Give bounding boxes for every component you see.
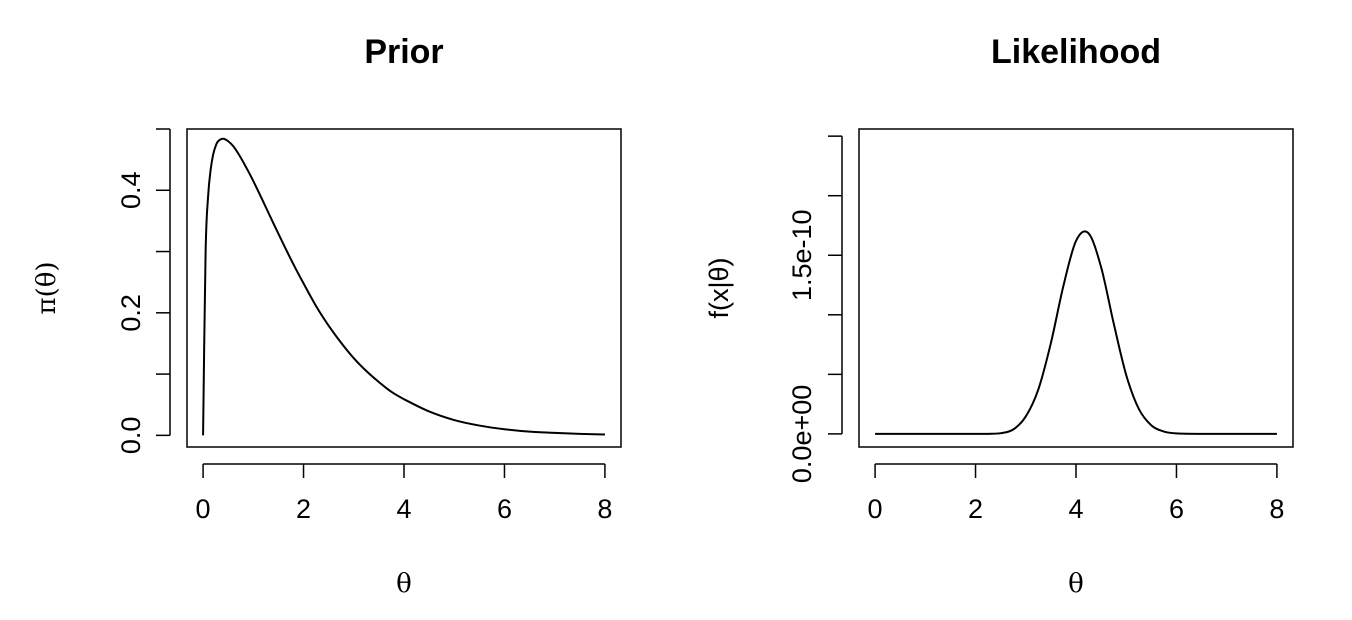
series-line (875, 230, 1277, 435)
x-axis-label: θ (1068, 569, 1084, 599)
x-tick-label: 0 (868, 494, 883, 524)
y-axis-label: π(θ) (32, 261, 62, 314)
likelihood-panel: Likelihood 0 2 4 6 8 0.0e+00 1.5e-10 θ f(x|θ) (704, 33, 1294, 599)
y-tick-label: 0.0 (116, 417, 146, 455)
y-tick-label: 0.4 (116, 171, 146, 209)
chart-title: Prior (364, 33, 443, 71)
y-tick-label: 1.5e-10 (787, 209, 817, 301)
x-tick-label: 6 (1169, 494, 1184, 524)
x-tick-label: 6 (497, 494, 512, 524)
x-tick-label: 2 (968, 494, 983, 524)
x-axis-label: θ (396, 569, 412, 599)
y-tick-label: 0.0e+00 (787, 385, 817, 483)
plot-frame (186, 128, 622, 448)
series-line (202, 137, 605, 436)
x-tick-label: 2 (296, 494, 311, 524)
x-tick-label: 4 (1068, 494, 1083, 524)
plot-frame (858, 128, 1294, 448)
x-tick-label: 0 (196, 494, 211, 524)
chart-title: Likelihood (991, 33, 1161, 71)
x-tick-label: 4 (396, 494, 411, 524)
prior-panel: Prior 0 2 4 6 8 0.0 0.2 0.4 θ π(θ) (32, 33, 622, 599)
y-axis-label: f(x|θ) (704, 257, 734, 318)
x-tick-label: 8 (1269, 494, 1284, 524)
y-tick-label: 0.2 (116, 294, 146, 332)
x-tick-label: 8 (597, 494, 612, 524)
